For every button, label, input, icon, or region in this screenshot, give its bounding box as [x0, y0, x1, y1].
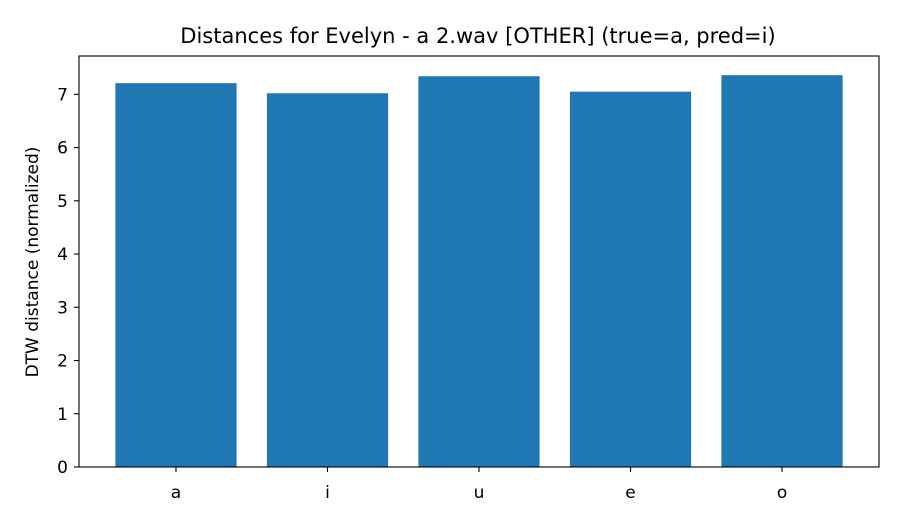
bar-o: [721, 75, 843, 467]
y-tick-label: 7: [57, 85, 68, 105]
y-axis-label: DTW distance (normalized): [23, 147, 43, 378]
x-tick-label: u: [474, 483, 485, 503]
x-tick-label: i: [325, 483, 330, 503]
x-tick-label: o: [777, 483, 787, 503]
bar-a: [115, 83, 237, 468]
axes-layer: a i u e o 0 1 2 3 4 5 6 7: [57, 55, 880, 503]
x-tick-label: a: [171, 483, 181, 503]
bars-layer: [115, 75, 843, 468]
chart-title: Distances for Evelyn - a 2.wav [OTHER] (…: [180, 24, 775, 48]
y-tick-label: 2: [57, 352, 68, 372]
bar-e: [569, 91, 692, 468]
bar-u: [418, 76, 540, 468]
y-tick-label: 1: [57, 405, 68, 425]
y-tick-label: 6: [57, 139, 68, 159]
bar-i: [266, 93, 389, 467]
y-tick-label: 5: [57, 192, 68, 212]
x-tick-label: e: [625, 483, 635, 503]
y-tick-label: 3: [57, 298, 68, 318]
y-tick-label: 0: [57, 458, 68, 478]
plot-frame: [78, 55, 880, 468]
y-tick-label: 4: [57, 245, 68, 265]
